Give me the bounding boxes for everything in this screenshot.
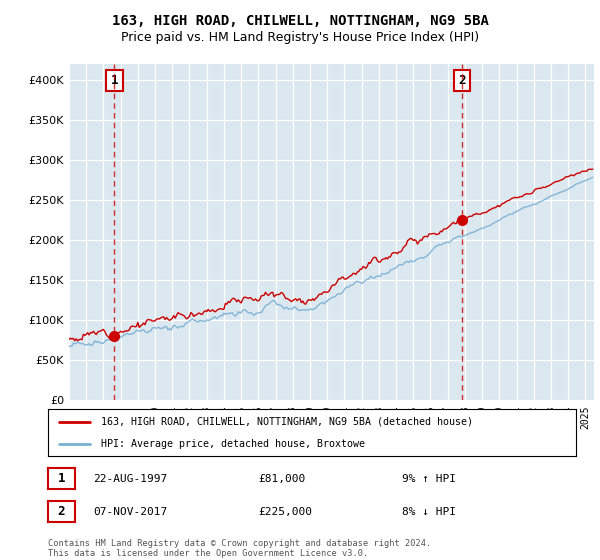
Text: 163, HIGH ROAD, CHILWELL, NOTTINGHAM, NG9 5BA: 163, HIGH ROAD, CHILWELL, NOTTINGHAM, NG… <box>112 14 488 28</box>
Text: 8% ↓ HPI: 8% ↓ HPI <box>402 507 456 517</box>
Text: 9% ↑ HPI: 9% ↑ HPI <box>402 474 456 484</box>
Text: 2: 2 <box>58 505 65 519</box>
Text: 1: 1 <box>110 74 118 87</box>
Text: 163, HIGH ROAD, CHILWELL, NOTTINGHAM, NG9 5BA (detached house): 163, HIGH ROAD, CHILWELL, NOTTINGHAM, NG… <box>101 417 473 427</box>
Text: Contains HM Land Registry data © Crown copyright and database right 2024.
This d: Contains HM Land Registry data © Crown c… <box>48 539 431 558</box>
Text: 2: 2 <box>458 74 466 87</box>
Text: 22-AUG-1997: 22-AUG-1997 <box>93 474 167 484</box>
Text: HPI: Average price, detached house, Broxtowe: HPI: Average price, detached house, Brox… <box>101 438 365 449</box>
Text: £81,000: £81,000 <box>258 474 305 484</box>
Text: 1: 1 <box>58 472 65 485</box>
Text: Price paid vs. HM Land Registry's House Price Index (HPI): Price paid vs. HM Land Registry's House … <box>121 31 479 44</box>
Text: £225,000: £225,000 <box>258 507 312 517</box>
Text: 07-NOV-2017: 07-NOV-2017 <box>93 507 167 517</box>
